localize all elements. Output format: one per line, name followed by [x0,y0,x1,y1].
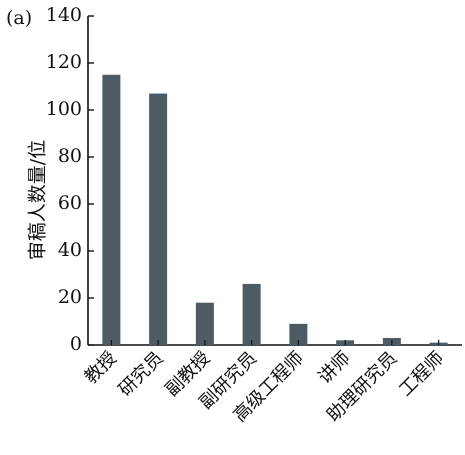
category-label: 教授 [81,348,121,388]
y-axis-label: 审稿人数量/位 [27,140,49,260]
bar [195,302,214,345]
y-tick-label: 60 [58,192,82,214]
y-tick-label: 100 [46,98,82,120]
bar [242,283,261,345]
y-tick-label: 80 [58,145,82,167]
category-label: 讲师 [314,348,354,388]
y-tick-label: 0 [70,333,82,355]
y-tick-label: 140 [46,4,82,26]
category-label: 工程师 [395,348,448,401]
y-tick-label: 20 [58,286,82,308]
bar [289,323,308,345]
bar [102,74,121,345]
bar [149,93,168,345]
category-label: 研究员 [115,348,168,401]
panel-label: (a) [6,7,32,29]
y-tick-label: 120 [46,51,82,73]
y-tick-label: 40 [58,239,82,261]
